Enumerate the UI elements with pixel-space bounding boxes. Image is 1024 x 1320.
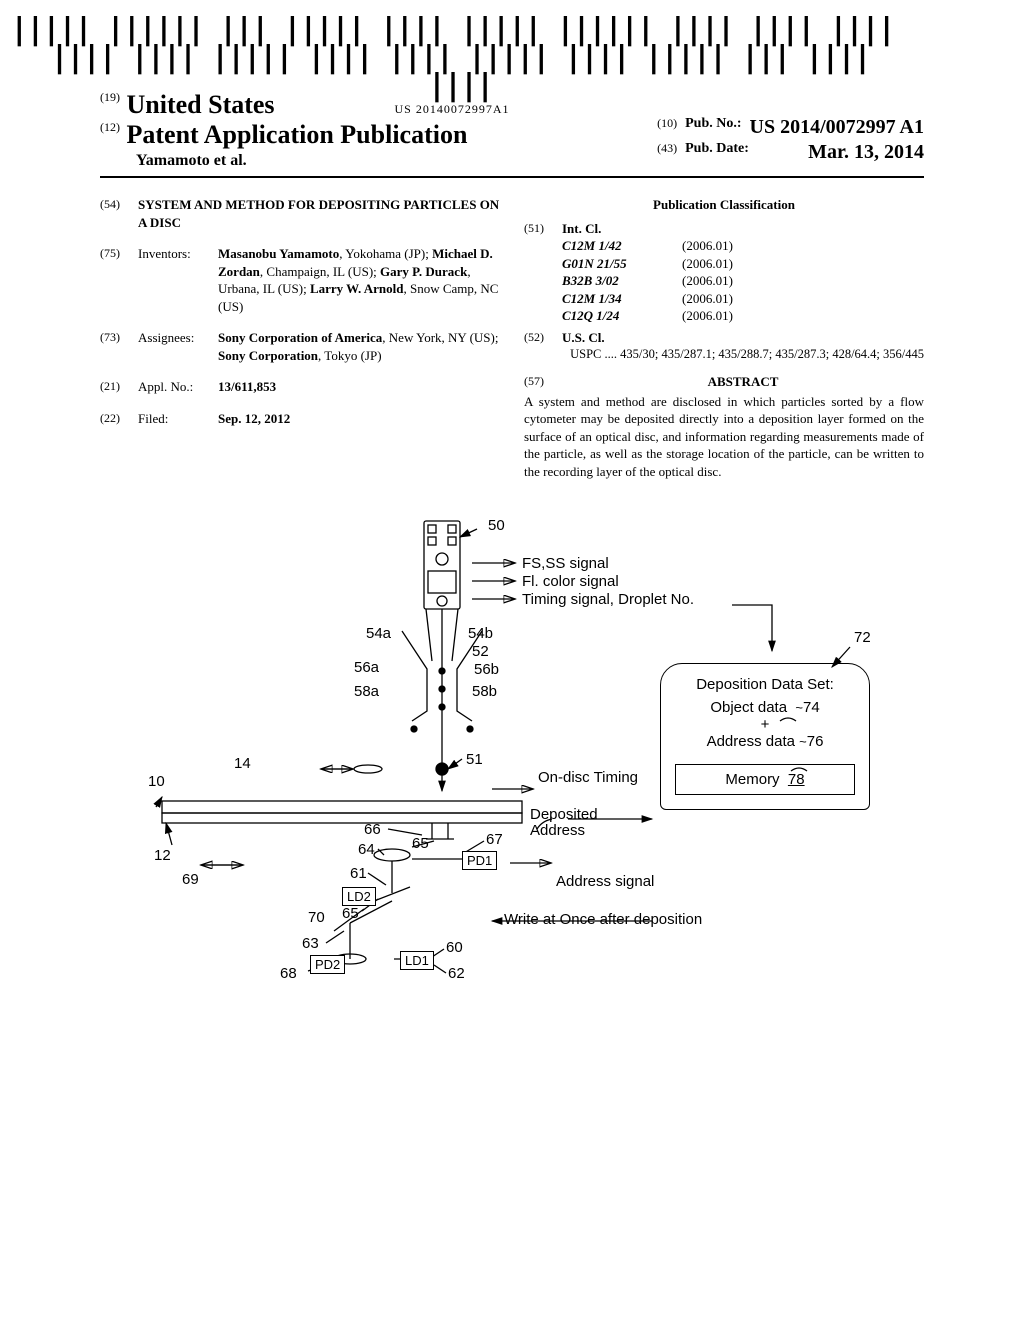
label-61: 61 bbox=[350, 865, 367, 882]
right-column: Publication Classification (51) Int. Cl.… bbox=[524, 196, 924, 481]
label-62: 62 bbox=[448, 965, 465, 982]
intcl-cls: C12M 1/34 bbox=[562, 290, 682, 308]
deposition-data-set: Deposition Data Set: bbox=[675, 676, 855, 693]
label-52: 52 bbox=[472, 643, 489, 660]
filed-value: Sep. 12, 2012 bbox=[218, 410, 500, 428]
assignees-label: Assignees: bbox=[138, 329, 218, 364]
label-56b: 56b bbox=[474, 661, 499, 678]
barcode-text: US 20140072997A1 bbox=[0, 102, 904, 117]
label-write: Write at Once after deposition bbox=[504, 911, 702, 928]
label-70: 70 bbox=[308, 909, 325, 926]
label-58b: 58b bbox=[472, 683, 497, 700]
uspc-prefix: USPC bbox=[570, 347, 601, 361]
pub-no-code: (10) bbox=[657, 116, 677, 139]
label-69: 69 bbox=[182, 871, 199, 888]
label-50: 50 bbox=[488, 517, 505, 534]
label-74: 74 bbox=[803, 699, 820, 716]
title-code: (54) bbox=[100, 196, 138, 231]
intcl-yr: (2006.01) bbox=[682, 237, 733, 255]
label-56a: 56a bbox=[354, 659, 379, 676]
pd2-box: PD2 bbox=[310, 955, 345, 974]
label-65b: 65 bbox=[342, 905, 359, 922]
label-58a: 58a bbox=[354, 683, 379, 700]
label-60: 60 bbox=[446, 939, 463, 956]
invention-title: SYSTEM AND METHOD FOR DEPOSITING PARTICL… bbox=[138, 196, 500, 231]
label-66: 66 bbox=[364, 821, 381, 838]
address-data: Address data bbox=[707, 733, 795, 750]
abstract-text: A system and method are disclosed in whi… bbox=[524, 393, 924, 481]
barcode-block: ||||| |||||| ||| ||||| |||| ||||| ||||||… bbox=[0, 16, 904, 117]
publication-title-line: (12) Patent Application Publication bbox=[100, 120, 467, 150]
pub-date-value: Mar. 13, 2014 bbox=[808, 141, 924, 164]
pub-date-label: Pub. Date: bbox=[685, 141, 749, 164]
label-timing: Timing signal, Droplet No. bbox=[522, 591, 694, 608]
label-14: 14 bbox=[234, 755, 251, 772]
pd1-box: PD1 bbox=[462, 851, 497, 870]
object-data: Object data bbox=[710, 699, 787, 716]
uscl-code: (52) bbox=[524, 329, 562, 347]
memory-box: Deposition Data Set: Object data ~74 + A… bbox=[660, 663, 870, 810]
label-fs: FS,SS signal bbox=[522, 555, 609, 572]
appl-code: (21) bbox=[100, 378, 138, 396]
classification-title: Publication Classification bbox=[524, 196, 924, 214]
label-addrsig: Address signal bbox=[556, 873, 654, 890]
label-78: 78 bbox=[788, 771, 805, 788]
intcl-yr: (2006.01) bbox=[682, 307, 733, 325]
label-63: 63 bbox=[302, 935, 319, 952]
label-76: 76 bbox=[807, 733, 824, 750]
inventors-label: Inventors: bbox=[138, 245, 218, 315]
intcl-cls: C12M 1/42 bbox=[562, 237, 682, 255]
uspc-value: .... 435/30; 435/287.1; 435/288.7; 435/2… bbox=[605, 347, 924, 361]
pub-title: Patent Application Publication bbox=[127, 120, 468, 149]
label-deposited: DepositedAddress bbox=[530, 807, 598, 840]
assignees-value: Sony Corporation of America, New York, N… bbox=[218, 329, 500, 364]
filed-label: Filed: bbox=[138, 410, 218, 428]
intcl-yr: (2006.01) bbox=[682, 290, 733, 308]
body-columns: (54) SYSTEM AND METHOD FOR DEPOSITING PA… bbox=[100, 196, 924, 481]
intcl-cls: G01N 21/55 bbox=[562, 255, 682, 273]
intcl-yr: (2006.01) bbox=[682, 255, 733, 273]
left-column: (54) SYSTEM AND METHOD FOR DEPOSITING PA… bbox=[100, 196, 500, 481]
label-64: 64 bbox=[358, 841, 375, 858]
intcl-cls: C12Q 1/24 bbox=[562, 307, 682, 325]
intcl-yr: (2006.01) bbox=[682, 272, 733, 290]
pub-no-label: Pub. No.: bbox=[685, 116, 741, 139]
pub-code: (12) bbox=[100, 120, 120, 134]
appl-label: Appl. No.: bbox=[138, 378, 218, 396]
intcl-label: Int. Cl. bbox=[562, 220, 632, 238]
ld1-box: LD1 bbox=[400, 951, 434, 970]
assignees-code: (73) bbox=[100, 329, 138, 364]
label-12: 12 bbox=[154, 847, 171, 864]
filed-code: (22) bbox=[100, 410, 138, 428]
intcl-list: C12M 1/42(2006.01) G01N 21/55(2006.01) B… bbox=[562, 237, 924, 325]
patent-figure: Deposition Data Set: Object data ~74 + A… bbox=[132, 511, 892, 1071]
appl-value: 13/611,853 bbox=[218, 378, 500, 396]
abstract-code: (57) bbox=[524, 373, 562, 391]
label-65a: 65 bbox=[412, 835, 429, 852]
label-ondisc: On-disc Timing bbox=[538, 769, 638, 786]
label-51: 51 bbox=[466, 751, 483, 768]
intcl-code: (51) bbox=[524, 220, 562, 238]
pub-date-code: (43) bbox=[657, 141, 677, 164]
plus-sign: + bbox=[675, 716, 855, 733]
intcl-cls: B32B 3/02 bbox=[562, 272, 682, 290]
memory-label: Memory bbox=[725, 771, 779, 788]
authors: Yamamoto et al. bbox=[136, 152, 467, 170]
inventors-value: Masanobu Yamamoto, Yokohama (JP); Michae… bbox=[218, 245, 500, 315]
label-fl: Fl. color signal bbox=[522, 573, 619, 590]
ld2-box: LD2 bbox=[342, 887, 376, 906]
label-68: 68 bbox=[280, 965, 297, 982]
uspc-line: USPC .... 435/30; 435/287.1; 435/288.7; … bbox=[562, 346, 924, 363]
barcode-bars: ||||| |||||| ||| ||||| |||| ||||| ||||||… bbox=[0, 16, 904, 100]
label-54a: 54a bbox=[366, 625, 391, 642]
uscl-label: U.S. Cl. bbox=[562, 329, 605, 347]
inventors-code: (75) bbox=[100, 245, 138, 315]
label-67: 67 bbox=[486, 831, 503, 848]
pub-no-value: US 2014/0072997 A1 bbox=[750, 116, 924, 139]
abstract-label: ABSTRACT bbox=[562, 373, 924, 391]
label-72: 72 bbox=[854, 629, 871, 646]
label-54b: 54b bbox=[468, 625, 493, 642]
label-10: 10 bbox=[148, 773, 165, 790]
